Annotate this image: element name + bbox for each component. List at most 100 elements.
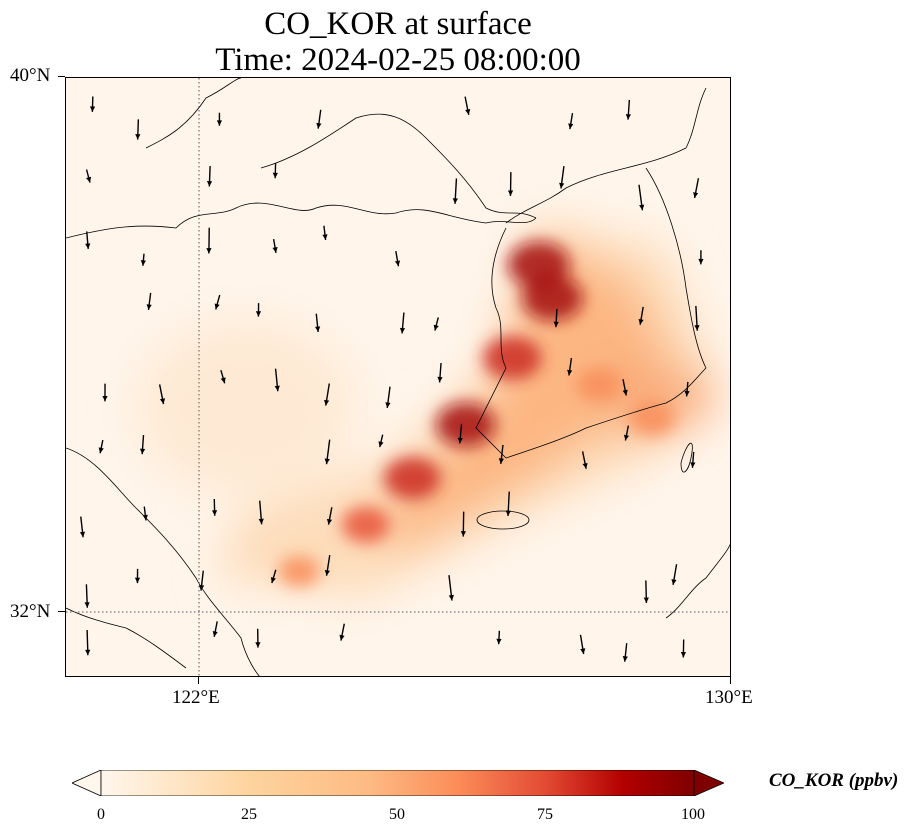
wind-vector-head xyxy=(465,109,471,115)
wind-vector-head xyxy=(324,570,330,576)
colorbar-tick-50: 50 xyxy=(389,806,405,823)
wind-vector-head xyxy=(623,434,630,441)
wind-vector-head xyxy=(316,122,322,129)
map-panel[interactable] xyxy=(65,77,731,677)
wind-vector-head xyxy=(255,642,261,648)
plume-core-1 xyxy=(521,275,583,321)
lat-tick-mark-32n xyxy=(58,611,65,612)
wind-vector-head xyxy=(378,441,384,448)
wind-vector-head xyxy=(433,324,439,331)
plume-core-8 xyxy=(629,400,676,436)
lat-tick-label-40n: 40°N xyxy=(10,65,51,86)
wind-vector-head xyxy=(212,631,218,637)
wind-vector-head xyxy=(498,458,504,464)
wind-vector-head xyxy=(568,123,574,130)
wind-vector-head xyxy=(85,243,91,249)
wind-vector-head xyxy=(98,447,104,454)
coast-china-north xyxy=(66,202,537,239)
lat-tick-mark-40n xyxy=(58,76,65,77)
wind-vector-head xyxy=(206,181,213,187)
wind-vector-head xyxy=(448,594,454,601)
wind-vector-head xyxy=(326,518,333,525)
wind-vector-head xyxy=(385,402,391,408)
wind-vector-head xyxy=(698,258,704,265)
wind-vector-head xyxy=(139,448,146,455)
plume-core-6 xyxy=(278,555,320,587)
wind-vector-head xyxy=(258,518,264,525)
wind-vector-head xyxy=(457,437,463,444)
wind-vector-head xyxy=(84,602,90,608)
wind-vector-head xyxy=(639,204,645,211)
wind-vector-head xyxy=(79,531,86,538)
colorbar-label: CO_KOR (ppbv) xyxy=(769,770,899,791)
wind-vector-head xyxy=(211,510,218,516)
wind-vector-head xyxy=(452,198,458,204)
coast-china-southeast xyxy=(66,607,187,669)
lon-tick-label-130e: 130°E xyxy=(705,687,753,708)
coast-korea-north xyxy=(505,87,707,224)
wind-vector-head xyxy=(274,385,280,392)
coast-china-east xyxy=(66,447,260,676)
wind-vector-head xyxy=(582,462,588,469)
wind-vector-head xyxy=(643,597,649,603)
wind-vector-head xyxy=(272,247,278,253)
wind-vector-head xyxy=(135,134,141,140)
gridlines xyxy=(66,78,730,676)
wind-vector-head xyxy=(690,462,696,468)
wind-vector-head xyxy=(622,389,628,396)
japan-tsushima xyxy=(680,442,693,473)
wind-vector-head xyxy=(625,114,631,120)
wind-vector-head xyxy=(272,172,278,179)
wind-vector-head xyxy=(146,304,152,310)
colorbar-tick-100: 100 xyxy=(681,806,705,823)
plume-core-4 xyxy=(383,456,441,500)
wind-vector-head xyxy=(85,649,91,656)
colorbar xyxy=(72,770,724,796)
colorbar-gradient xyxy=(100,770,695,796)
colorbar-tick-0: 0 xyxy=(97,806,105,823)
coast-korea-east xyxy=(645,167,707,369)
wind-vector-head xyxy=(671,579,677,585)
coastlines xyxy=(66,78,730,676)
lat-tick-label-32n: 32°N xyxy=(10,601,51,622)
wind-vector-head xyxy=(199,584,205,591)
wind-vector-head xyxy=(322,234,328,240)
wind-vector-head xyxy=(324,399,330,406)
wind-vector-head xyxy=(394,260,401,267)
plume-south-coast xyxy=(596,363,716,433)
colorbar-tick-75: 75 xyxy=(537,806,553,823)
wind-vector-head xyxy=(684,390,690,397)
wind-vector-head xyxy=(206,248,212,254)
wind-vectors xyxy=(79,96,704,662)
map-canvas xyxy=(66,78,730,676)
wind-vector-head xyxy=(142,514,148,521)
wind-vector-head xyxy=(270,577,276,584)
plume-core-layer xyxy=(278,241,676,587)
plume-core-7 xyxy=(576,368,621,402)
wind-vector-head xyxy=(399,327,406,334)
wind-vector-head xyxy=(460,531,466,537)
wind-vector-head xyxy=(89,106,96,112)
wind-vector-head xyxy=(680,652,687,658)
wind-vector-head xyxy=(159,398,166,405)
wind-vector-head xyxy=(220,377,226,384)
lon-tick-mark-122e xyxy=(198,677,199,684)
wind-vector-head xyxy=(507,190,514,196)
wind-vector-head xyxy=(324,458,330,465)
jeju-island xyxy=(476,510,530,530)
wind-vector-head xyxy=(694,325,700,331)
wind-vector-head xyxy=(102,395,108,402)
wind-vector-head xyxy=(315,326,321,333)
plume-mid xyxy=(366,238,666,548)
wind-vector-head xyxy=(216,120,223,126)
wind-vector-head xyxy=(567,369,573,376)
concentration-field xyxy=(136,218,716,598)
japan-kyushu xyxy=(665,543,730,619)
lon-tick-mark-130e xyxy=(730,677,731,684)
wind-vector-head xyxy=(134,577,141,584)
wind-vector-head xyxy=(505,510,511,517)
wind-vector-head xyxy=(496,638,502,645)
map-title: CO_KOR at surface xyxy=(264,6,532,42)
coast-korea-south xyxy=(505,367,707,459)
plume-core-5 xyxy=(341,506,390,543)
